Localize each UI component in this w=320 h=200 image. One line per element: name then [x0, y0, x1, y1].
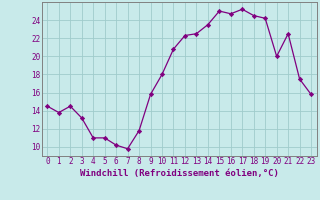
- X-axis label: Windchill (Refroidissement éolien,°C): Windchill (Refroidissement éolien,°C): [80, 169, 279, 178]
